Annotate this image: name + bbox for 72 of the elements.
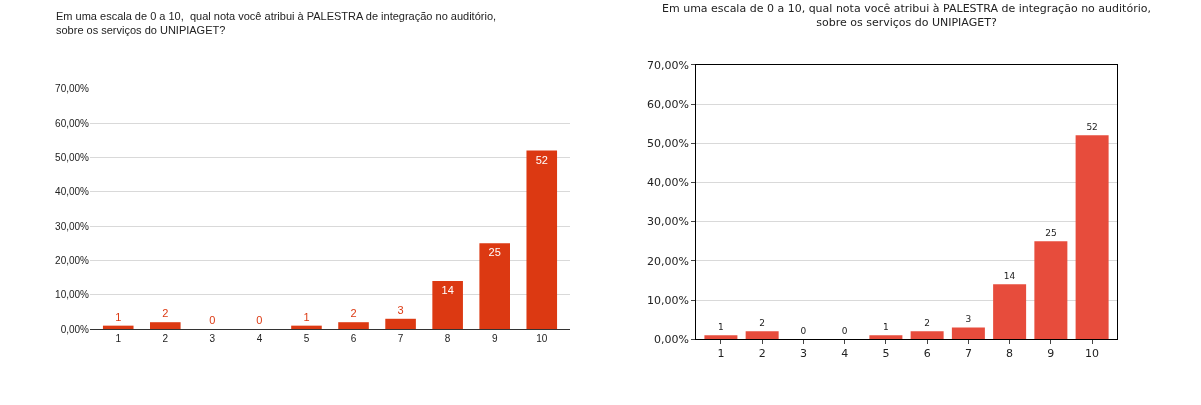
data-label: 2 [759, 318, 766, 329]
x-tick-label: 2 [162, 333, 169, 345]
y-tick-label: 30,00% [647, 215, 689, 229]
y-tick-label: 70,00% [55, 83, 90, 95]
x-tick-label: 10 [1085, 347, 1100, 361]
x-tick-label: 4 [841, 347, 849, 361]
x-tick-label: 9 [491, 333, 498, 345]
bar [745, 331, 779, 340]
y-tick-label: 40,00% [55, 186, 90, 198]
data-label: 1 [115, 310, 122, 323]
y-tick-label: 40,00% [647, 176, 689, 190]
bar [951, 327, 985, 340]
bar [526, 150, 558, 330]
chart-title: Em uma escala de 0 a 10, qual nota você atribui à PALESTRA de integração no auditório, sobre os serviços do UNIPIAGET? [56, 10, 497, 37]
data-label: 2 [924, 318, 930, 329]
bar [910, 331, 944, 340]
data-label: 2 [162, 307, 169, 320]
data-label: 14 [441, 284, 454, 297]
x-tick-label: 2 [758, 347, 766, 361]
y-tick-label: 0,00% [60, 323, 90, 335]
data-label: 25 [1045, 228, 1057, 239]
bar [993, 284, 1027, 340]
x-tick-label: 3 [799, 347, 807, 361]
x-tick-label: 6 [350, 333, 357, 345]
bar [338, 322, 369, 330]
y-tick-label: 30,00% [55, 220, 90, 232]
x-tick-label: 5 [882, 347, 890, 361]
y-tick-label: 0,00% [654, 333, 689, 347]
x-tick-label: 1 [115, 333, 122, 345]
data-label: 1 [883, 322, 889, 333]
chart-title: Em uma escala de 0 a 10, qual nota você atribui à PALESTRA de integração no auditório, sobre os serviços do UNIPIAGET? [662, 2, 1151, 30]
bar [150, 322, 181, 330]
data-label: 1 [303, 310, 310, 323]
data-label: 1 [718, 322, 724, 333]
x-tick-label: 10 [536, 333, 548, 345]
bar [432, 281, 463, 330]
bar [1034, 241, 1068, 340]
x-tick-label: 4 [256, 333, 263, 345]
y-tick-label: 50,00% [647, 137, 689, 151]
y-tick-label: 60,00% [647, 97, 689, 111]
y-tick-label: 10,00% [647, 293, 689, 307]
data-label: 0 [800, 326, 807, 337]
data-label: 52 [535, 153, 548, 166]
x-tick-label: 7 [397, 333, 404, 345]
data-label: 0 [209, 314, 216, 327]
data-label: 0 [841, 326, 848, 337]
bar [385, 318, 416, 330]
x-tick-label: 7 [964, 347, 972, 361]
data-label: 0 [256, 314, 263, 327]
x-tick-label: 8 [444, 333, 451, 345]
data-label: 3 [965, 314, 972, 325]
x-tick-label: 6 [923, 347, 931, 361]
data-label: 2 [350, 307, 357, 320]
bar [479, 243, 510, 330]
x-tick-label: 3 [209, 333, 216, 345]
y-tick-label: 20,00% [55, 254, 90, 266]
y-tick-label: 10,00% [55, 289, 90, 301]
data-label: 14 [1003, 271, 1016, 282]
x-tick-label: 5 [303, 333, 310, 345]
data-label: 3 [397, 303, 404, 316]
bar [869, 335, 903, 340]
y-tick-label: 60,00% [55, 117, 90, 129]
y-tick-label: 50,00% [55, 151, 90, 163]
x-tick-label: 1 [717, 347, 725, 361]
data-label: 52 [1086, 122, 1098, 133]
bar [704, 335, 738, 340]
bar [1075, 135, 1109, 340]
y-tick-label: 20,00% [647, 254, 689, 268]
x-tick-label: 9 [1047, 347, 1055, 361]
data-label: 25 [488, 246, 501, 259]
y-tick-label: 70,00% [647, 58, 689, 72]
x-tick-label: 8 [1006, 347, 1014, 361]
